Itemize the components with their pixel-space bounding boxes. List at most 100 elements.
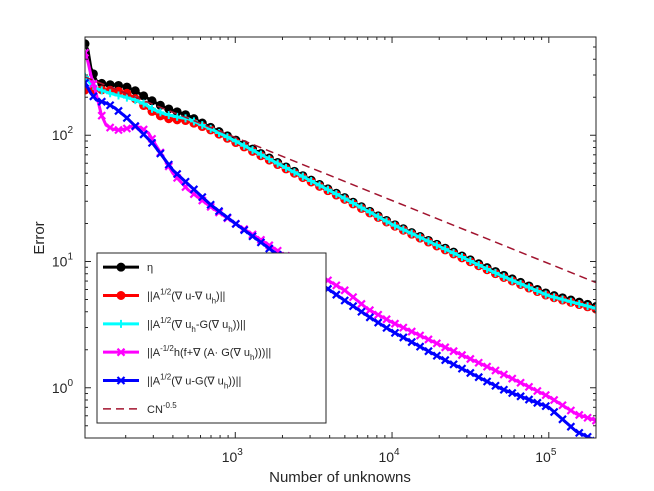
- series-4-marker: [516, 392, 525, 401]
- series-3-marker: [491, 366, 500, 375]
- series-2-marker: [148, 104, 157, 113]
- series-2-marker: [432, 241, 441, 250]
- series-2-marker: [290, 168, 299, 177]
- series-2-marker: [349, 199, 358, 208]
- x-tick-label: 103: [222, 447, 244, 465]
- series-4-marker: [340, 296, 349, 305]
- series-4-marker: [415, 342, 425, 351]
- series-2-marker: [114, 91, 123, 100]
- series-4-marker: [214, 206, 224, 216]
- series-0-marker: [85, 39, 90, 49]
- series-4-marker: [181, 177, 190, 187]
- series-2-marker: [575, 299, 584, 308]
- series-2-marker: [390, 221, 399, 230]
- legend-box: [96, 252, 327, 424]
- series-4-marker: [365, 313, 375, 322]
- legend: η ||A1/2(∇ u-∇ uh)|| ||A1/2(∇ uh-G(∇ uh))|…: [96, 252, 327, 424]
- legend-marker: [116, 347, 126, 357]
- series-2-marker: [416, 233, 425, 242]
- series-3-marker: [566, 406, 576, 415]
- series-2-marker: [265, 155, 274, 164]
- series-2-marker: [206, 124, 215, 133]
- series-3-marker: [558, 400, 567, 410]
- legend-entry-5: CN-0.5: [103, 401, 177, 416]
- legend-entry-0: η: [103, 262, 153, 274]
- series-4-marker: [373, 318, 383, 327]
- series-line-3: [85, 52, 596, 422]
- series-4-marker: [549, 407, 559, 417]
- series-3-marker: [365, 305, 375, 315]
- series-0-marker: [130, 86, 140, 96]
- series-4-marker: [130, 121, 140, 131]
- series-3-marker: [591, 416, 596, 425]
- series-4-marker: [223, 213, 232, 222]
- series-4-marker: [449, 360, 458, 369]
- series-4-marker: [147, 138, 157, 148]
- series-3-marker: [407, 327, 416, 336]
- series-4-marker: [558, 415, 567, 424]
- series-2-marker: [583, 302, 592, 311]
- series-4-marker: [357, 307, 366, 317]
- series-2-marker: [524, 283, 533, 292]
- series-4-marker: [189, 185, 199, 194]
- series-2-marker: [491, 268, 500, 277]
- series-2-marker: [357, 203, 366, 212]
- series-2-marker: [457, 253, 466, 262]
- series-3-marker: [97, 111, 107, 120]
- series-2-marker: [173, 112, 182, 121]
- legend-label: η: [147, 262, 153, 274]
- series-3-marker: [105, 123, 115, 132]
- series-2-marker: [223, 133, 232, 142]
- series-3-marker: [424, 335, 433, 344]
- series-2-marker: [499, 272, 508, 281]
- series-4-marker: [466, 368, 475, 378]
- x-tick-label: 104: [378, 447, 400, 465]
- series-3-marker: [516, 378, 525, 388]
- series-3-marker: [524, 382, 534, 392]
- series-3-marker: [440, 343, 450, 352]
- series-2-marker: [85, 72, 89, 81]
- series-2-marker: [516, 279, 525, 288]
- series-3-marker: [415, 331, 425, 340]
- series-2-marker: [323, 185, 332, 194]
- series-2-marker: [240, 141, 249, 150]
- series-2-marker: [106, 89, 115, 98]
- legend-entry-1: ||A1/2(∇ u-∇ uh)||: [103, 288, 225, 306]
- series-2-marker: [273, 159, 282, 168]
- series-4-marker: [382, 323, 391, 333]
- series-3-marker: [474, 358, 483, 368]
- series-3-marker: [549, 395, 559, 405]
- series-4-marker: [139, 130, 148, 139]
- series-4-marker: [248, 231, 257, 241]
- series-4-marker: [482, 377, 492, 386]
- series-3-marker: [499, 370, 509, 379]
- legend-label: CN-0.5: [147, 401, 177, 416]
- series-3-marker: [574, 410, 584, 420]
- y-tick-label: 102: [52, 125, 74, 143]
- legend-marker: [117, 319, 125, 328]
- series-2-marker: [307, 177, 316, 186]
- series-3-marker: [373, 310, 383, 320]
- series-3-marker: [466, 354, 475, 364]
- series-2-marker: [533, 286, 542, 295]
- series-3-marker: [457, 350, 467, 360]
- series-4-marker: [407, 337, 416, 347]
- series-4-marker: [507, 388, 517, 398]
- series-2-marker: [231, 137, 240, 146]
- series-3-marker: [382, 315, 391, 324]
- legend-entry-3: ||A-1/2h(f+∇ (A· G(∇ uh)))||: [103, 344, 271, 362]
- series-4-marker: [239, 225, 249, 235]
- series-2-marker: [541, 290, 550, 299]
- series-2-marker: [508, 276, 517, 285]
- series-line-5: [85, 76, 596, 284]
- series-4-marker: [541, 401, 551, 411]
- series-3-marker: [332, 281, 341, 290]
- series-2-marker: [441, 245, 450, 254]
- series-4-marker: [198, 192, 207, 202]
- series-4-marker: [265, 244, 274, 253]
- series-3-marker: [357, 299, 366, 309]
- series-2-marker: [256, 150, 265, 159]
- legend-marker: [116, 376, 126, 385]
- tick-layer: 103 104 105 100 101 102: [52, 36, 597, 465]
- series-2-marker: [399, 225, 408, 234]
